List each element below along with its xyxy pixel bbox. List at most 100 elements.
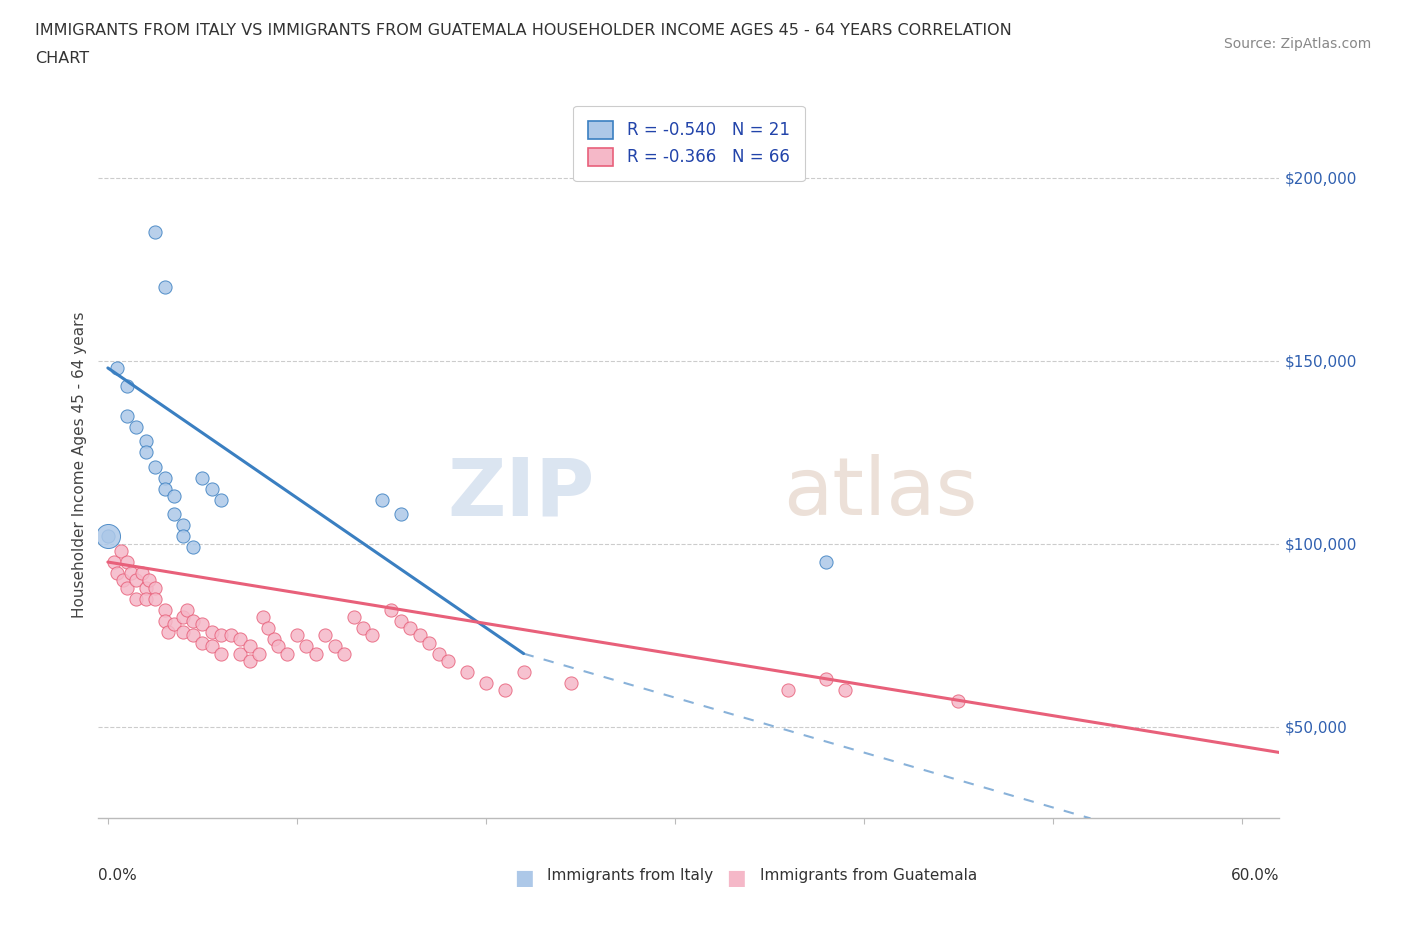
Point <box>778 683 800 698</box>
Point <box>201 624 224 639</box>
Point <box>135 433 157 448</box>
Text: Source: ZipAtlas.com: Source: ZipAtlas.com <box>1223 37 1371 51</box>
Point <box>135 580 157 595</box>
Point <box>229 631 252 646</box>
Point <box>115 554 138 569</box>
Text: ■: ■ <box>513 868 533 888</box>
Point <box>512 664 534 679</box>
Point <box>135 591 157 606</box>
Point <box>120 565 142 580</box>
Point <box>209 646 232 661</box>
Point <box>153 471 176 485</box>
Point <box>948 694 970 709</box>
Point <box>239 639 262 654</box>
Point <box>143 459 166 474</box>
Point <box>352 620 374 635</box>
Point <box>163 507 186 522</box>
Point <box>153 613 176 628</box>
Text: IMMIGRANTS FROM ITALY VS IMMIGRANTS FROM GUATEMALA HOUSEHOLDER INCOME AGES 45 - : IMMIGRANTS FROM ITALY VS IMMIGRANTS FROM… <box>35 23 1012 38</box>
Point <box>323 639 346 654</box>
Text: atlas: atlas <box>783 454 977 532</box>
Point <box>427 646 450 661</box>
Point <box>115 408 138 423</box>
Point <box>229 646 252 661</box>
Point <box>494 683 516 698</box>
Text: ZIP: ZIP <box>447 454 595 532</box>
Point <box>103 554 125 569</box>
Point <box>153 280 176 295</box>
Point <box>285 628 308 643</box>
Text: CHART: CHART <box>35 51 89 66</box>
Point <box>135 445 157 459</box>
Point <box>143 591 166 606</box>
Point <box>191 617 214 631</box>
Point <box>389 507 412 522</box>
Point <box>115 580 138 595</box>
Point <box>138 573 160 588</box>
Point <box>814 671 837 686</box>
Point <box>239 654 262 669</box>
Point <box>97 529 120 544</box>
Point <box>181 613 204 628</box>
Point <box>111 573 134 588</box>
Point <box>456 664 478 679</box>
Point <box>201 639 224 654</box>
Point <box>314 628 336 643</box>
Text: Immigrants from Guatemala: Immigrants from Guatemala <box>759 868 977 883</box>
Point <box>257 620 280 635</box>
Point <box>342 609 364 624</box>
Point <box>125 591 148 606</box>
Point <box>276 646 298 661</box>
Point <box>105 565 128 580</box>
Point <box>560 675 582 690</box>
Point <box>125 419 148 434</box>
Legend: R = -0.540   N = 21, R = -0.366   N = 66: R = -0.540 N = 21, R = -0.366 N = 66 <box>574 106 804 181</box>
Point <box>181 628 204 643</box>
Point <box>110 544 132 559</box>
Point <box>814 554 837 569</box>
Point <box>219 628 242 643</box>
Point <box>361 628 384 643</box>
Y-axis label: Householder Income Ages 45 - 64 years: Householder Income Ages 45 - 64 years <box>72 312 87 618</box>
Text: ■: ■ <box>727 868 747 888</box>
Point <box>437 654 460 669</box>
Point <box>157 624 180 639</box>
Point <box>371 492 394 507</box>
Point <box>163 617 186 631</box>
Text: 0.0%: 0.0% <box>98 868 138 883</box>
Point <box>181 540 204 555</box>
Point <box>163 488 186 503</box>
Point <box>475 675 498 690</box>
Point <box>834 683 856 698</box>
Point <box>305 646 328 661</box>
Point <box>153 482 176 497</box>
Point <box>105 361 128 376</box>
Point <box>389 613 412 628</box>
Point <box>97 529 120 544</box>
Point <box>143 580 166 595</box>
Point <box>209 628 232 643</box>
Point <box>418 635 440 650</box>
Point <box>247 646 270 661</box>
Point <box>172 518 194 533</box>
Point <box>252 609 274 624</box>
Point <box>153 603 176 618</box>
Point <box>125 573 148 588</box>
Point <box>209 492 232 507</box>
Point <box>191 471 214 485</box>
Point <box>131 565 153 580</box>
Point <box>191 635 214 650</box>
Point <box>267 639 290 654</box>
Point <box>176 603 198 618</box>
Point <box>380 603 402 618</box>
Text: Immigrants from Italy: Immigrants from Italy <box>547 868 713 883</box>
Point <box>172 529 194 544</box>
Point <box>333 646 356 661</box>
Point <box>263 631 285 646</box>
Text: 60.0%: 60.0% <box>1232 868 1279 883</box>
Point <box>408 628 430 643</box>
Point <box>201 482 224 497</box>
Point <box>115 379 138 393</box>
Point <box>295 639 318 654</box>
Point <box>143 225 166 240</box>
